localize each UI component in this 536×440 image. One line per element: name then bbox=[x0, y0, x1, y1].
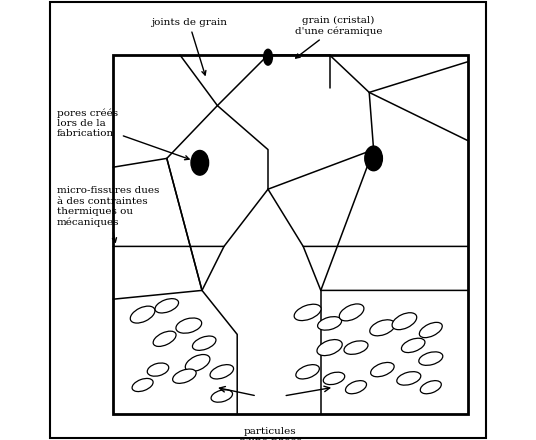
Ellipse shape bbox=[191, 150, 209, 175]
Ellipse shape bbox=[419, 323, 442, 337]
Ellipse shape bbox=[397, 372, 421, 385]
Ellipse shape bbox=[392, 313, 416, 330]
Ellipse shape bbox=[153, 331, 176, 346]
Ellipse shape bbox=[132, 378, 153, 392]
Ellipse shape bbox=[346, 381, 367, 394]
Text: joints de grain: joints de grain bbox=[151, 18, 227, 75]
Text: grain (cristal)
d'une céramique: grain (cristal) d'une céramique bbox=[295, 15, 382, 58]
Ellipse shape bbox=[365, 146, 382, 171]
Bar bbox=[113, 55, 468, 414]
Ellipse shape bbox=[296, 365, 319, 379]
Ellipse shape bbox=[185, 355, 210, 371]
Ellipse shape bbox=[155, 299, 178, 313]
Ellipse shape bbox=[344, 341, 368, 354]
Ellipse shape bbox=[192, 336, 216, 350]
Ellipse shape bbox=[147, 363, 169, 376]
Ellipse shape bbox=[317, 340, 342, 356]
Ellipse shape bbox=[173, 369, 196, 383]
Ellipse shape bbox=[211, 390, 233, 402]
Ellipse shape bbox=[294, 304, 321, 321]
Ellipse shape bbox=[130, 306, 155, 323]
Ellipse shape bbox=[323, 372, 345, 385]
Ellipse shape bbox=[318, 317, 341, 330]
Ellipse shape bbox=[401, 338, 425, 352]
Text: pores créés
lors de la
fabrication: pores créés lors de la fabrication bbox=[57, 108, 189, 160]
Text: micro-fissures dues
à des contraintes
thermiques ou
mécaniques: micro-fissures dues à des contraintes th… bbox=[57, 187, 159, 242]
Text: particules
d'une phase
secondaire: particules d'une phase secondaire bbox=[239, 427, 302, 440]
Ellipse shape bbox=[176, 318, 202, 333]
Ellipse shape bbox=[420, 381, 441, 394]
Ellipse shape bbox=[370, 320, 395, 336]
Ellipse shape bbox=[339, 304, 364, 321]
Ellipse shape bbox=[264, 49, 272, 65]
Ellipse shape bbox=[370, 363, 394, 377]
Ellipse shape bbox=[210, 365, 234, 379]
Bar bbox=[113, 55, 468, 414]
Ellipse shape bbox=[419, 352, 443, 365]
